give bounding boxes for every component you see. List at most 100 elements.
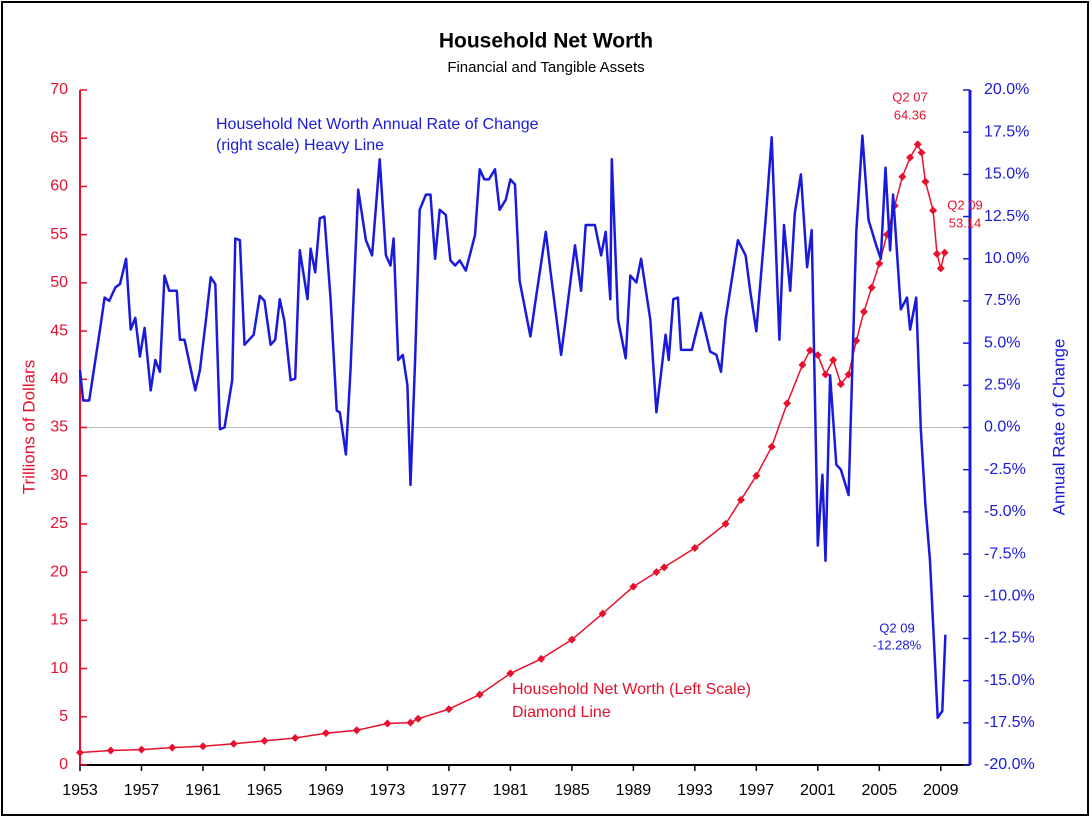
data-point bbox=[752, 471, 761, 480]
y-axis-label: Trillions of Dollars bbox=[19, 360, 38, 494]
data-point bbox=[690, 544, 699, 553]
data-point bbox=[913, 140, 922, 149]
annotation: Q2 09 bbox=[947, 197, 982, 212]
data-point bbox=[821, 370, 830, 379]
data-point bbox=[291, 734, 300, 742]
data-point bbox=[867, 283, 876, 292]
data-point bbox=[844, 370, 853, 379]
y-tick-label: 70 bbox=[50, 81, 68, 98]
data-point bbox=[598, 609, 607, 618]
data-point bbox=[932, 249, 941, 258]
data-point bbox=[106, 746, 115, 755]
y-tick-label: 60 bbox=[50, 178, 68, 195]
y2-tick-label: -20.0% bbox=[984, 756, 1035, 773]
x-tick-label: 1953 bbox=[62, 782, 98, 799]
y2-tick-label: 7.5% bbox=[984, 292, 1020, 309]
annotation: 53.14 bbox=[949, 215, 982, 230]
data-point bbox=[406, 718, 415, 727]
y2-tick-label: 10.0% bbox=[984, 250, 1029, 267]
x-tick-label: 2005 bbox=[862, 782, 898, 799]
y2-tick-label: -17.5% bbox=[984, 714, 1035, 731]
x-tick-label: 1993 bbox=[677, 782, 713, 799]
y-tick-label: 65 bbox=[50, 129, 68, 146]
y2-tick-label: -10.0% bbox=[984, 587, 1035, 604]
annotation: Household Net Worth Annual Rate of Chang… bbox=[216, 116, 539, 133]
x-tick-label: 1981 bbox=[493, 782, 529, 799]
annotation: Household Net Worth (Left Scale) bbox=[512, 681, 751, 698]
y-tick-label: 45 bbox=[50, 322, 68, 339]
annotation: -12.28% bbox=[873, 637, 922, 652]
data-point bbox=[736, 495, 745, 504]
data-point bbox=[652, 568, 661, 577]
x-tick-label: 1957 bbox=[124, 782, 160, 799]
data-point bbox=[917, 148, 926, 157]
y2-tick-label: -7.5% bbox=[984, 545, 1026, 562]
data-point bbox=[168, 743, 177, 752]
data-point bbox=[352, 726, 361, 735]
data-point bbox=[859, 307, 868, 316]
y2-tick-label: 17.5% bbox=[984, 123, 1029, 140]
data-point bbox=[629, 582, 638, 591]
y-tick-label: 5 bbox=[59, 708, 68, 725]
annotation: (right scale) Heavy Line bbox=[216, 137, 384, 154]
data-point bbox=[813, 351, 822, 360]
data-point bbox=[414, 714, 423, 723]
data-point bbox=[475, 690, 484, 699]
y-tick-label: 50 bbox=[50, 274, 68, 291]
y-tick-label: 15 bbox=[50, 612, 68, 629]
x-tick-label: 1965 bbox=[247, 782, 283, 799]
y-tick-label: 10 bbox=[50, 660, 68, 677]
data-point bbox=[721, 519, 730, 528]
data-point bbox=[506, 669, 515, 678]
series-line bbox=[78, 134, 947, 720]
data-point bbox=[936, 264, 945, 273]
data-point bbox=[798, 360, 807, 369]
data-point bbox=[260, 736, 269, 745]
data-point bbox=[829, 356, 838, 364]
data-point bbox=[806, 346, 815, 355]
annotation: Diamond Line bbox=[512, 704, 611, 721]
data-point bbox=[940, 248, 949, 257]
x-tick-label: 2009 bbox=[923, 782, 959, 799]
data-point bbox=[383, 719, 392, 728]
x-tick-label: 1961 bbox=[185, 782, 221, 799]
x-tick-label: 2001 bbox=[800, 782, 836, 799]
series-line bbox=[79, 143, 946, 754]
y-tick-label: 30 bbox=[50, 467, 68, 484]
y2-tick-label: -5.0% bbox=[984, 503, 1026, 520]
x-tick-label: 1969 bbox=[308, 782, 344, 799]
annotation: Q2 07 bbox=[892, 89, 927, 104]
y2-tick-label: 15.0% bbox=[984, 166, 1029, 183]
y2-tick-label: 0.0% bbox=[984, 419, 1020, 436]
data-point bbox=[660, 563, 669, 572]
data-point bbox=[898, 172, 907, 181]
data-point bbox=[321, 729, 330, 738]
chart-title: Household Net Worth bbox=[439, 30, 653, 53]
data-point bbox=[76, 748, 84, 757]
data-point bbox=[906, 153, 915, 162]
y2-tick-label: 2.5% bbox=[984, 377, 1020, 394]
y2-tick-label: -12.5% bbox=[984, 630, 1035, 647]
y2-tick-label: -15.0% bbox=[984, 672, 1035, 689]
y-tick-label: 20 bbox=[50, 563, 68, 580]
data-point bbox=[783, 399, 792, 408]
chart-subtitle: Financial and Tangible Assets bbox=[447, 59, 644, 76]
y2-tick-label: 20.0% bbox=[984, 81, 1029, 98]
data-point bbox=[444, 705, 453, 714]
y2-tick-label: 5.0% bbox=[984, 334, 1020, 351]
y2-tick-label: -2.5% bbox=[984, 461, 1026, 478]
data-point bbox=[537, 654, 546, 663]
y2-tick-label: 12.5% bbox=[984, 208, 1029, 225]
x-tick-label: 1997 bbox=[739, 782, 775, 799]
y-tick-label: 35 bbox=[50, 419, 68, 436]
data-point bbox=[198, 742, 207, 751]
y-tick-label: 55 bbox=[50, 226, 68, 243]
data-point bbox=[875, 259, 884, 268]
y2-axis-label: Annual Rate of Change bbox=[1049, 339, 1068, 516]
y-tick-label: 25 bbox=[50, 515, 68, 532]
annotation: 64.36 bbox=[894, 107, 927, 122]
data-point bbox=[137, 745, 146, 754]
